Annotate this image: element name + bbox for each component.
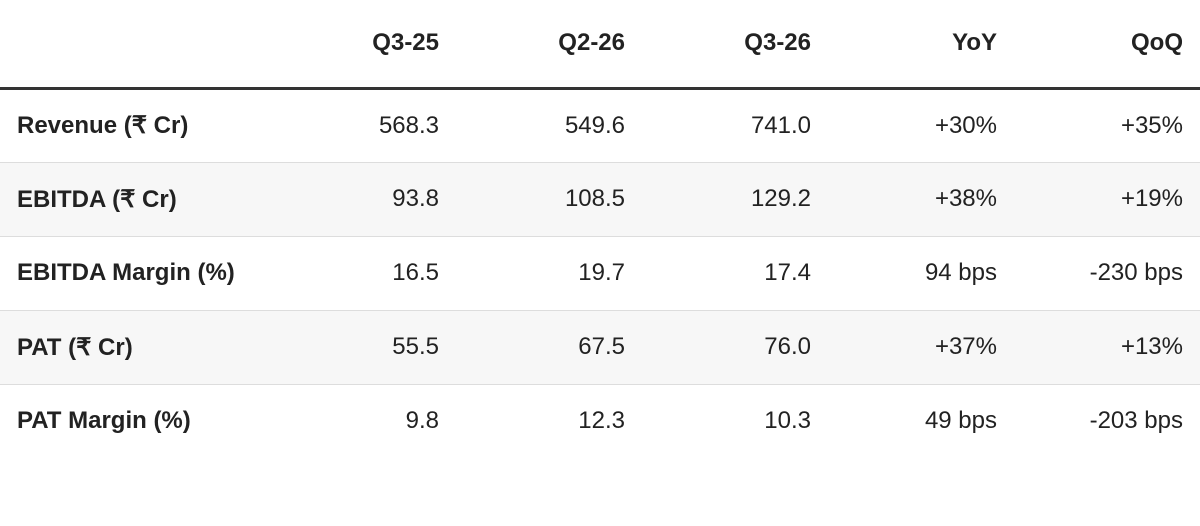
row-label: EBITDA (₹ Cr) [0,162,270,237]
cell-value: -230 bps [1014,236,1200,311]
cell-value: 568.3 [270,88,456,163]
cell-value: 16.5 [270,236,456,311]
cell-value: 10.3 [764,407,811,435]
column-header: Q3-25 [270,0,456,90]
row-label: PAT Margin (%) [17,407,191,435]
cell-value: -203 bps [1089,407,1183,435]
cell-value: 55.5 [270,310,456,385]
cell-value: 93.8 [270,162,456,237]
table-row: PAT (₹ Cr) 55.5 67.5 76.0 +37% +13% [0,310,1200,385]
cell-value: 129.2 [642,162,828,237]
cell-value: 19.7 [456,236,642,311]
cell-value: 9.8 [405,407,439,435]
header-corner [0,0,270,90]
table-row: EBITDA Margin (%) 16.5 19.7 17.4 94 bps -230 … [0,236,1200,311]
row-label: EBITDA Margin (%) [0,236,270,311]
cell-value: 12.3 [578,407,625,435]
cell-value: 76.0 [642,310,828,385]
column-header: Q3-26 [642,0,828,90]
cell-value: 49 bps [924,407,997,435]
column-header: QoQ [1014,0,1200,90]
cell-value: 108.5 [456,162,642,237]
cell-value: 549.6 [456,88,642,163]
cell-value: +13% [1014,310,1200,385]
cell-value: +35% [1014,88,1200,163]
cell-value: 94 bps [828,236,1014,311]
table-row: PAT Margin (%) 9.8 12.3 10.3 49 bps -203 bps [0,384,1200,458]
cell-value: 17.4 [642,236,828,311]
cell-value: +30% [828,88,1014,163]
cell-value: +19% [1014,162,1200,237]
cell-value: 741.0 [642,88,828,163]
cell-value: +37% [828,310,1014,385]
financial-table: Q3-25 Q2-26 Q3-26 YoY QoQ Revenue (₹ Cr) 568.… [0,0,1200,458]
column-header: YoY [828,0,1014,90]
table-row: EBITDA (₹ Cr) 93.8 108.5 129.2 +38% +19% [0,162,1200,237]
table-row: Revenue (₹ Cr) 568.3 549.6 741.0 +30% +35% [0,88,1200,163]
row-label: PAT (₹ Cr) [0,310,270,385]
column-header: Q2-26 [456,0,642,90]
table-body: Revenue (₹ Cr) 568.3 549.6 741.0 +30% +35% EBI… [0,88,1200,458]
cell-value: +38% [828,162,1014,237]
header-row: Q3-25 Q2-26 Q3-26 YoY QoQ [0,0,1200,90]
row-label: Revenue (₹ Cr) [0,88,270,163]
cell-value: 67.5 [456,310,642,385]
